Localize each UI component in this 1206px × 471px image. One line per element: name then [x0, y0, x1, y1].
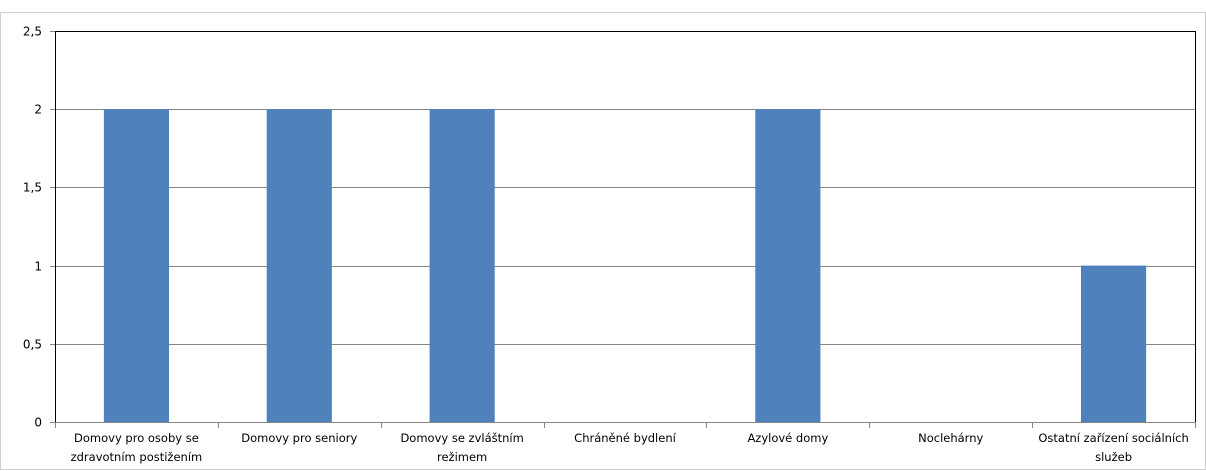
chart-frame: [0, 12, 1206, 470]
y-tick-label: 0: [34, 416, 42, 430]
x-category-label-line: Domovy se zvláštním: [400, 431, 523, 445]
x-category-label-line: Domovy pro osoby se: [74, 431, 199, 445]
x-category-label-line: režimem: [437, 450, 487, 464]
x-category-label-line: Chráněné bydlení: [574, 431, 676, 445]
x-axis-labels: Domovy pro osoby se zdravotním postižením…: [71, 431, 1189, 464]
x-category-label: Domovy se zvláštním režimem: [400, 431, 523, 464]
x-category-label-line: Noclehárny: [918, 431, 983, 445]
bar-2: [266, 109, 332, 422]
x-category-label: Domovy pro seniory: [241, 431, 357, 445]
y-tick-label: 1,5: [23, 181, 42, 195]
bars: [103, 109, 1147, 422]
x-category-label-line: Domovy pro seniory: [241, 431, 357, 445]
bar-3: [429, 109, 495, 422]
x-category-label: Azylové domy: [747, 431, 828, 445]
x-category-label: Chráněné bydlení: [574, 431, 676, 445]
x-category-label: Ostatní zařízení sociálních služeb: [1038, 431, 1188, 464]
y-axis-ticks: 0 0,5 1 1,5 2 2,5: [23, 25, 55, 430]
bar-7: [1081, 265, 1147, 422]
x-category-label-line: služeb: [1095, 450, 1132, 464]
x-category-label-line: Azylové domy: [747, 431, 828, 445]
y-tick-label: 2: [34, 103, 42, 117]
plot-area: [55, 31, 1196, 428]
bar-5: [755, 109, 821, 422]
bar-1: [103, 109, 169, 422]
x-category-label: Noclehárny: [918, 431, 983, 445]
x-category-label-line: zdravotním postižením: [71, 450, 203, 464]
x-category-label-line: Ostatní zařízení sociálních: [1038, 431, 1188, 445]
y-tick-label: 2,5: [23, 25, 42, 39]
y-tick-label: 1: [34, 260, 42, 274]
x-category-label: Domovy pro osoby se zdravotním postižením: [71, 431, 203, 464]
y-tick-label: 0,5: [23, 338, 42, 352]
